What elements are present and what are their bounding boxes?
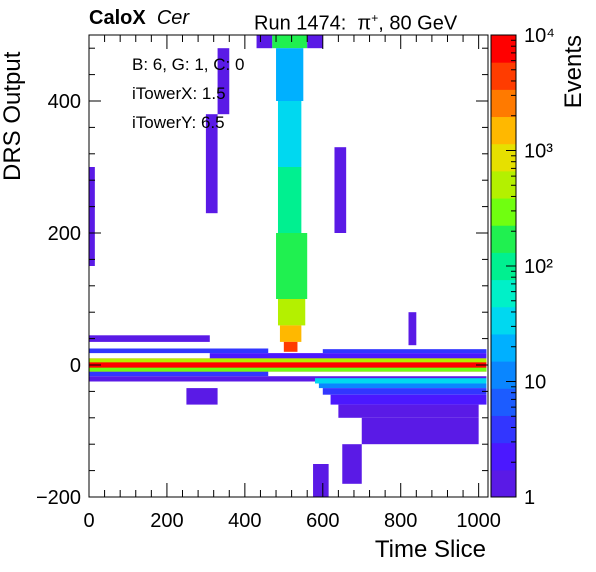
chart-title: CaloX Cer <box>89 6 189 30</box>
heatmap-cell <box>256 35 273 49</box>
heatmap-cell <box>283 341 298 352</box>
heatmap-cell <box>330 394 487 405</box>
color-scale-band <box>491 198 516 226</box>
y-axis-label: DRS Output <box>0 51 26 181</box>
z-tick-label: 10² <box>524 256 553 278</box>
beam-energy: , 80 GeV <box>378 12 458 35</box>
heatmap-cell <box>318 383 487 389</box>
y-tick-label: 200 <box>48 223 81 245</box>
heatmap-cell <box>322 349 487 354</box>
experiment-name: CaloX <box>89 7 146 29</box>
heatmap-cells <box>89 35 487 497</box>
y-tick-label: −200 <box>36 487 81 509</box>
color-scale-band <box>491 442 516 471</box>
x-tick-label: 600 <box>306 510 339 532</box>
color-scale-band <box>491 170 516 199</box>
annotation-board: B: 6, G: 1, C: 0 <box>132 55 245 74</box>
heatmap-cell <box>279 325 302 342</box>
heatmap-cell <box>209 353 487 359</box>
heatmap-cell <box>89 348 269 354</box>
x-tick-label: 200 <box>150 510 183 532</box>
heatmap-cell <box>277 299 306 326</box>
color-scale-axis: 1 10 10² 10³ 10⁴ <box>506 25 555 509</box>
heatmap-cell <box>205 114 218 214</box>
x-tick-label: 800 <box>384 510 417 532</box>
z-tick-label: 1 <box>524 487 535 509</box>
color-scale-band <box>491 62 516 90</box>
color-scale-band <box>491 35 516 63</box>
heatmap-cell <box>314 378 487 384</box>
x-tick-label: 400 <box>228 510 261 532</box>
heatmap-cell <box>186 388 218 405</box>
color-scale-band <box>491 469 516 498</box>
x-axis: 0 200 400 600 800 1000 <box>83 35 501 532</box>
annotation-tower-y: iTowerY: 6.5 <box>132 113 225 132</box>
color-scale-band <box>491 225 516 253</box>
x-axis-label: Time Slice <box>374 536 486 563</box>
heatmap-cell <box>277 101 302 167</box>
heatmap-cell <box>89 335 210 342</box>
color-scale-band <box>491 89 516 118</box>
heatmap-cell <box>338 404 479 418</box>
plot-frame <box>88 34 489 498</box>
particle-symbol: π <box>357 12 372 35</box>
particle-charge: + <box>371 11 379 25</box>
heatmap-cell <box>307 35 323 49</box>
color-scale-band <box>491 415 516 444</box>
heatmap-cell <box>322 388 487 395</box>
colorbar-title: Events <box>560 35 587 108</box>
run-title: Run 1474: π+, 80 GeV <box>254 6 457 36</box>
heatmap-cell <box>89 371 269 377</box>
y-tick-label: 0 <box>70 355 81 377</box>
heatmap-cell <box>277 167 302 233</box>
color-scale-band <box>491 361 516 389</box>
heatmap-cell <box>89 376 487 382</box>
run-label: Run 1474: <box>254 12 347 35</box>
heatmap-cell <box>342 444 362 484</box>
heatmap-cell <box>334 147 347 233</box>
annotation-tower-x: iTowerX: 1.5 <box>132 84 226 103</box>
channel-name: Cer <box>156 7 190 29</box>
x-tick-label: 1000 <box>456 510 501 532</box>
y-tick-label: 400 <box>48 91 81 113</box>
heatmap-cell <box>361 417 479 445</box>
color-scale-bar <box>490 34 517 498</box>
heatmap-cell <box>89 358 487 363</box>
x-tick-label: 0 <box>83 510 94 532</box>
color-scale-band <box>491 143 516 172</box>
heatmap-cell <box>276 48 304 101</box>
heatmap-cell <box>217 48 230 115</box>
color-scale-band <box>491 306 516 335</box>
heatmap-cell <box>89 367 487 372</box>
y-axis: −200 0 200 400 <box>36 47 488 509</box>
color-scale-band <box>491 333 516 362</box>
color-scale-band <box>491 116 516 145</box>
heatmap-cell <box>272 35 308 49</box>
heatmap-cell <box>313 464 329 497</box>
heatmap-cell <box>276 233 308 299</box>
z-tick-label: 10 <box>524 372 546 394</box>
z-tick-label: 10⁴ <box>524 25 555 47</box>
heatmap-cell <box>408 312 417 346</box>
heatmap-cell <box>89 167 95 266</box>
z-tick-label: 10³ <box>524 141 553 163</box>
